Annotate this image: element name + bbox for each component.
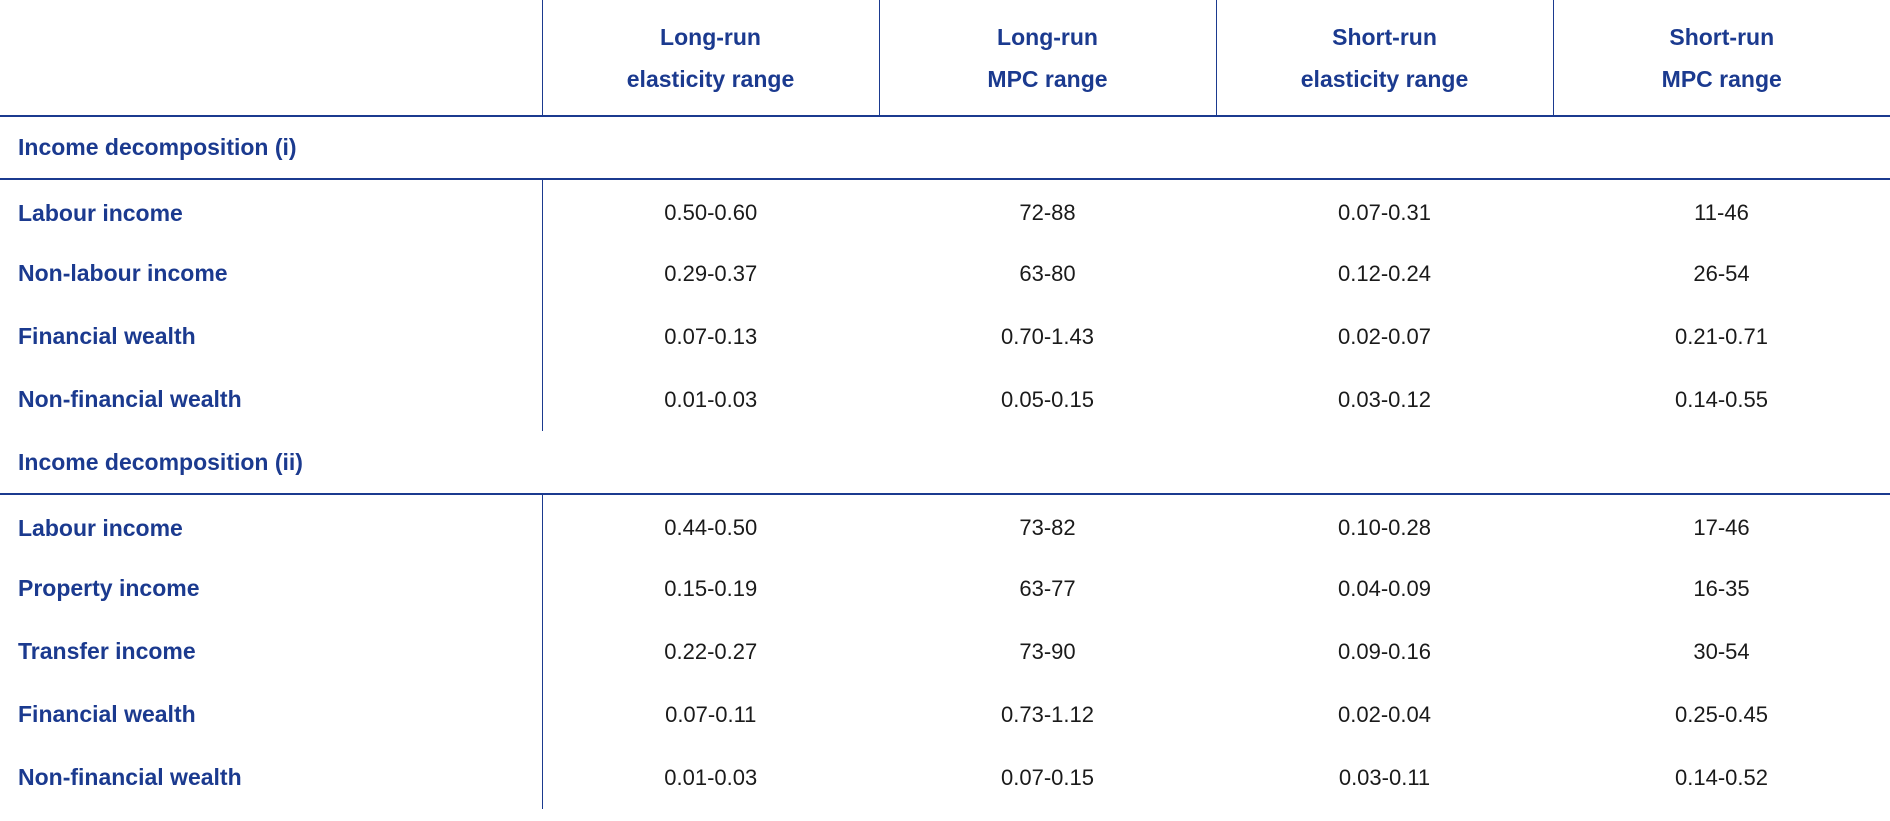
table-row: Labour income 0.44-0.50 73-82 0.10-0.28 … xyxy=(0,494,1890,557)
table-cell: 0.07-0.13 xyxy=(664,323,758,349)
header-short-run-elasticity: Short-run elasticity range xyxy=(1215,0,1553,117)
row-label: Non-labour income xyxy=(0,242,543,305)
header-short-run-mpc: Short-run MPC range xyxy=(1552,0,1890,117)
header-line-1: Long-run xyxy=(997,23,1098,50)
header-line-1: Long-run xyxy=(660,23,761,50)
table-cell: 73-82 xyxy=(1019,515,1076,540)
table-cell: 63-80 xyxy=(1019,260,1076,286)
row-label: Labour income xyxy=(0,179,543,242)
section-title: Income decomposition (i) xyxy=(0,116,1890,180)
table-cell: 0.07-0.31 xyxy=(1338,200,1431,225)
header-line-2: MPC range xyxy=(987,65,1108,92)
table-cell: 0.29-0.37 xyxy=(664,260,758,286)
header-long-run-elasticity: Long-run elasticity range xyxy=(542,0,879,117)
table-cell: 0.07-0.15 xyxy=(1001,764,1094,790)
table-cell: 0.03-0.11 xyxy=(1338,764,1431,790)
table-cell: 0.03-0.12 xyxy=(1338,386,1431,412)
table-cell: 0.04-0.09 xyxy=(1338,575,1431,601)
header-line-2: elasticity range xyxy=(1300,65,1469,92)
row-label: Financial wealth xyxy=(0,305,543,368)
row-label: Non-financial wealth xyxy=(0,746,543,809)
header-line-2: MPC range xyxy=(1661,65,1782,92)
row-label: Labour income xyxy=(0,494,543,557)
section-header-row: Income decomposition (i) xyxy=(0,116,1890,180)
table-cell: 17-46 xyxy=(1693,515,1750,540)
row-label: Non-financial wealth xyxy=(0,368,543,431)
table-cell: 0.44-0.50 xyxy=(664,515,758,540)
header-line-2: elasticity range xyxy=(626,65,795,92)
table-cell: 0.14-0.55 xyxy=(1675,386,1768,412)
table-cell: 0.73-1.12 xyxy=(1001,701,1094,727)
table-row: Non-financial wealth 0.01-0.03 0.05-0.15… xyxy=(0,368,1890,431)
table-cell: 0.15-0.19 xyxy=(664,575,758,601)
table-cell: 0.22-0.27 xyxy=(664,638,758,664)
table-cell: 0.21-0.71 xyxy=(1675,323,1768,349)
header-long-run-mpc: Long-run MPC range xyxy=(878,0,1216,117)
table-row: Financial wealth 0.07-0.13 0.70-1.43 0.0… xyxy=(0,305,1890,368)
table-cell: 0.01-0.03 xyxy=(664,764,758,790)
table-cell: 0.70-1.43 xyxy=(1001,323,1094,349)
section-title: Income decomposition (ii) xyxy=(0,431,1890,495)
table-row: Property income 0.15-0.19 63-77 0.04-0.0… xyxy=(0,557,1890,620)
row-label: Property income xyxy=(0,557,543,620)
table-cell: 63-77 xyxy=(1019,575,1076,601)
table-row: Labour income 0.50-0.60 72-88 0.07-0.31 … xyxy=(0,179,1890,242)
table-cell: 72-88 xyxy=(1019,200,1076,225)
table-cell: 0.01-0.03 xyxy=(664,386,758,412)
header-line-1: Short-run xyxy=(1332,23,1437,50)
table-cell: 30-54 xyxy=(1693,638,1750,664)
corner-header-cell xyxy=(0,0,543,117)
table-row: Non-labour income 0.29-0.37 63-80 0.12-0… xyxy=(0,242,1890,305)
table-row: Non-financial wealth 0.01-0.03 0.07-0.15… xyxy=(0,746,1890,809)
table-cell: 0.25-0.45 xyxy=(1675,701,1768,727)
table-cell: 0.09-0.16 xyxy=(1338,638,1431,664)
header-row: Long-run elasticity range Long-run MPC r… xyxy=(0,0,1890,117)
table-cell: 11-46 xyxy=(1694,200,1749,225)
table-cell: 16-35 xyxy=(1693,575,1750,601)
table-cell: 0.14-0.52 xyxy=(1675,764,1768,790)
table-cell: 73-90 xyxy=(1019,638,1076,664)
table-cell: 0.02-0.04 xyxy=(1338,701,1431,727)
table-cell: 0.12-0.24 xyxy=(1338,260,1431,286)
table-cell: 0.07-0.11 xyxy=(665,701,757,727)
table-cell: 26-54 xyxy=(1693,260,1750,286)
row-label: Transfer income xyxy=(0,620,543,683)
table-cell: 0.02-0.07 xyxy=(1338,323,1431,349)
section-header-row: Income decomposition (ii) xyxy=(0,431,1890,495)
table-row: Financial wealth 0.07-0.11 0.73-1.12 0.0… xyxy=(0,683,1890,746)
table-cell: 0.10-0.28 xyxy=(1338,515,1431,540)
table-row: Transfer income 0.22-0.27 73-90 0.09-0.1… xyxy=(0,620,1890,683)
row-label: Financial wealth xyxy=(0,683,543,746)
table-cell: 0.05-0.15 xyxy=(1001,386,1094,412)
table-cell: 0.50-0.60 xyxy=(664,200,758,225)
header-line-1: Short-run xyxy=(1669,23,1775,50)
